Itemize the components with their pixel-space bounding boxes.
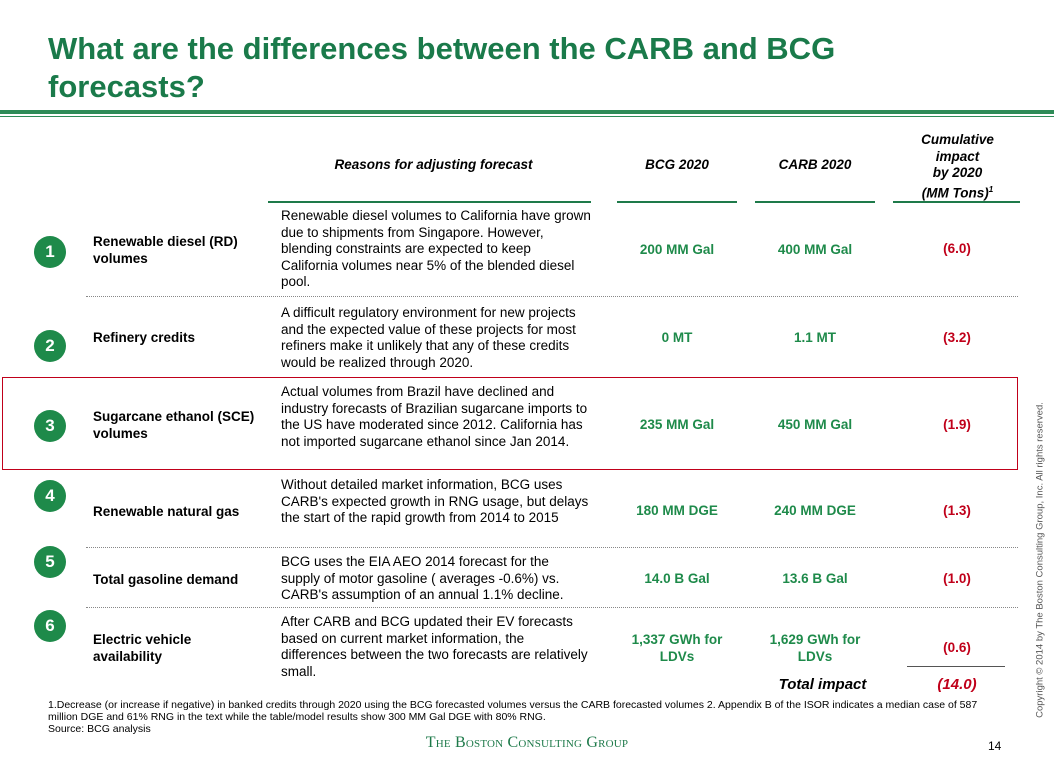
row-impact-value: (0.6) [943,640,971,655]
row-impact-value: (3.2) [943,330,971,345]
row-reason: BCG uses the EIA AEO 2014 forecast for t… [281,554,564,603]
header-impact-line4: (MM Tons)1 [895,182,1020,202]
row-label: Electric vehicle availability [93,632,192,664]
row-label: Sugarcane ethanol (SCE) volumes [93,409,255,441]
row-impact-value: (1.3) [943,503,971,518]
row-carb-value: 400 MM Gal [777,242,853,257]
row-bcg-value: 200 MM Gal [639,242,715,257]
row-divider [86,547,1018,548]
highlight-box-sugarcane [2,377,1018,470]
logo-text: The Boston Consulting Group [425,734,629,751]
footnote-marker: 1 [988,184,994,194]
row-carb-value: 1.1 MT [793,330,836,345]
header-bcg: BCG 2020 [645,157,709,172]
title-rule [0,110,1054,114]
row-impact-value: (1.9) [943,417,971,432]
total-impact-value: (14.0) [937,676,977,693]
header-carb: CARB 2020 [778,157,852,172]
total-rule [907,666,1005,667]
row-carb-value: 240 MM DGE [774,503,856,518]
row-carb-value: 13.6 B Gal [782,571,848,586]
row-reason: Renewable diesel volumes to California h… [281,208,591,290]
row-reason: After CARB and BCG updated their EV fore… [281,614,588,679]
row-carb-value: 450 MM Gal [777,417,853,432]
header-impact: Cumulative impact by 2020 (MM Tons)1 [895,132,1020,202]
row-reason: Actual volumes from Brazil have declined… [281,384,588,449]
row-label: Total gasoline demand [93,572,239,587]
page-number: 14 [988,739,1002,753]
row-reason: A difficult regulatory environment for n… [281,305,576,370]
row-badge: 1 [34,236,66,268]
row-label: Renewable natural gas [93,504,240,519]
footnote-text: 1.Decrease (or increase if negative) in … [48,699,978,723]
row-bcg-value: 235 MM Gal [639,417,715,432]
header-underline-impact [893,201,1020,203]
page-title: What are the differences between the CAR… [48,31,836,104]
row-impact-value: (6.0) [943,241,971,256]
row-bcg-value: 14.0 B Gal [644,571,710,586]
header-underline-bcg [617,201,737,203]
row-badge: 4 [34,480,66,512]
header-impact-line1: Cumulative [921,132,994,147]
header-underline-carb [755,201,875,203]
row-bcg-value: 0 MT [661,330,693,345]
company-logo: The Boston Consulting Group [380,734,674,752]
row-impact-value: (1.0) [943,571,971,586]
row-bcg-value: 180 MM DGE [636,503,718,518]
total-impact-label: Total impact [778,676,867,693]
header-impact-line3: by 2020 [932,165,983,180]
row-carb-value: 1,629 GWh for LDVs [769,632,861,664]
row-divider [86,607,1018,608]
row-badge: 6 [34,610,66,642]
row-divider [86,296,1018,297]
row-label: Refinery credits [93,330,196,345]
row-badge: 5 [34,546,66,578]
title-rule-thin [0,116,1054,117]
header-reasons: Reasons for adjusting forecast [334,157,533,172]
row-label: Renewable diesel (RD) volumes [93,234,238,266]
source-note: Source: BCG analysis [48,723,151,735]
header-impact-line2: impact [935,148,980,164]
row-badge: 3 [34,410,66,442]
header-underline-reasons [268,201,591,203]
footnotes: 1.Decrease (or increase if negative) in … [48,699,1008,735]
row-reason: Without detailed market information, BCG… [281,477,589,526]
row-bcg-value: 1,337 GWh for LDVs [631,632,723,664]
row-badge: 2 [34,330,66,362]
header-impact-units: (MM Tons) [921,185,989,200]
copyright-notice: Copyright © 2014 by The Boston Consultin… [1034,402,1046,718]
